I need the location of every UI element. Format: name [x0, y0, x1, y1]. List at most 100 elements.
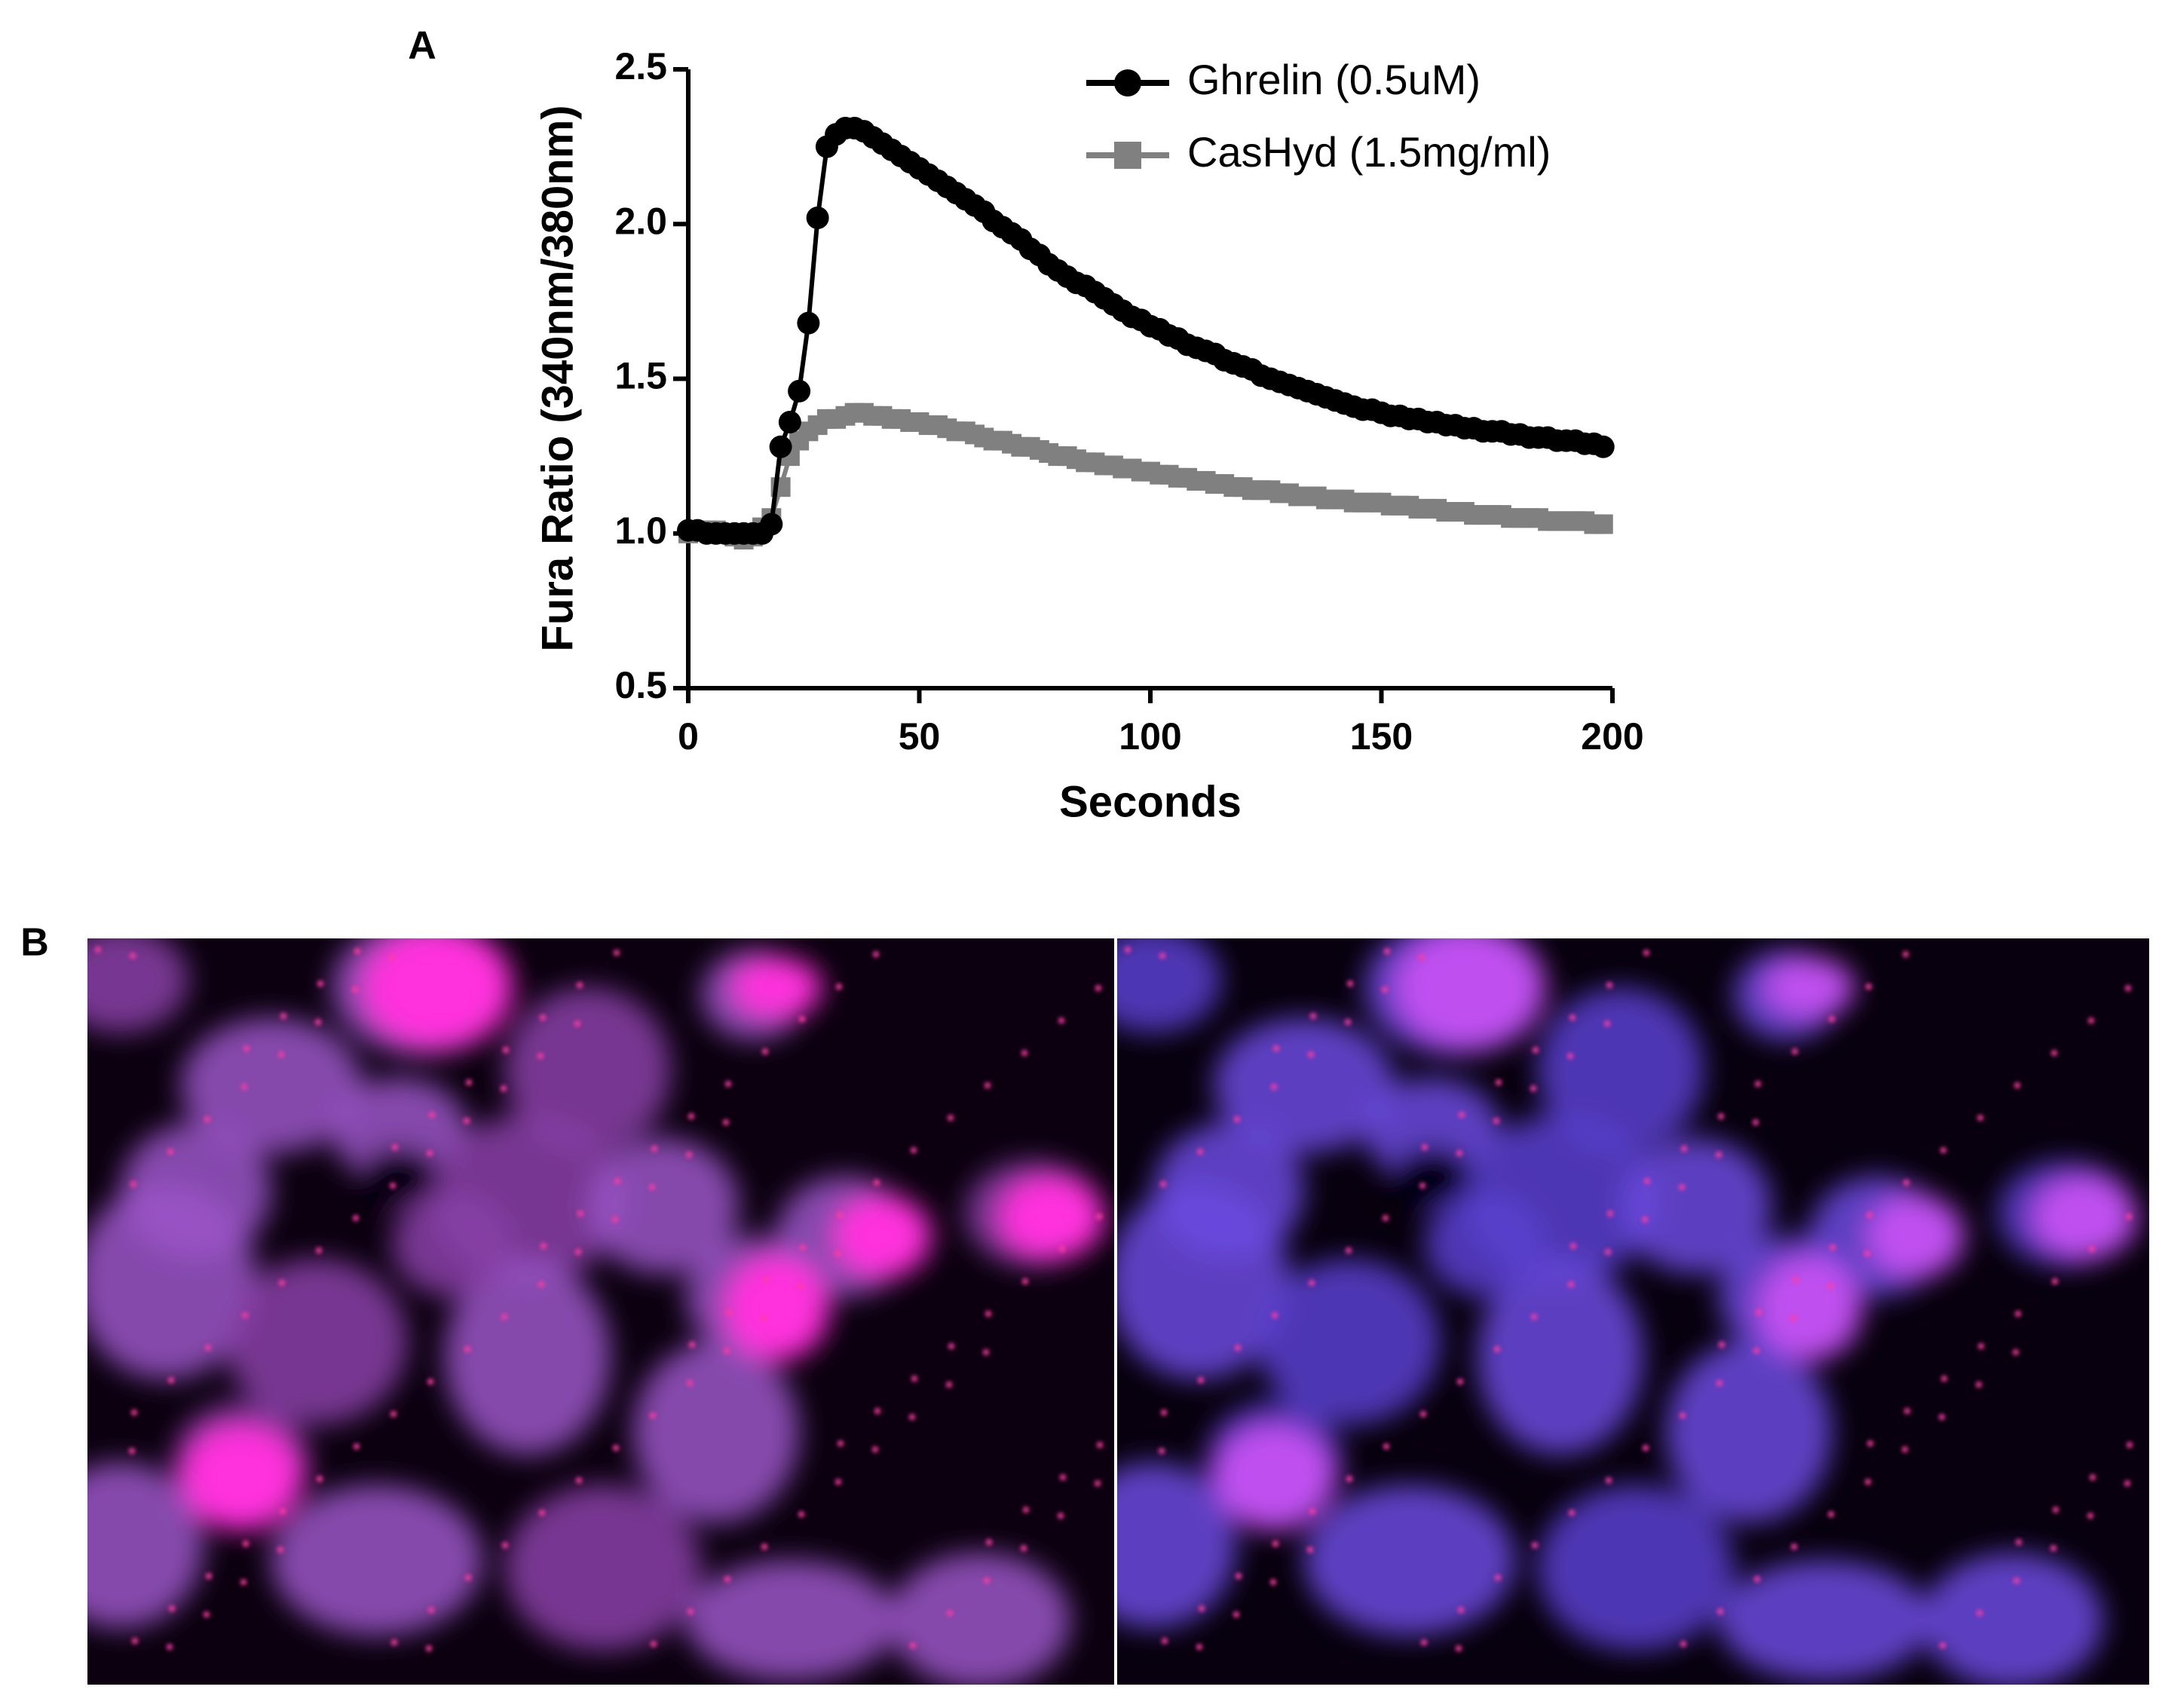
cell — [1214, 1018, 1395, 1153]
speck — [1233, 1612, 1239, 1618]
void — [1391, 1146, 1474, 1206]
speck — [1197, 1149, 1203, 1155]
speck — [689, 1342, 695, 1348]
cell — [505, 987, 671, 1153]
speck — [352, 987, 358, 993]
speck — [1346, 1247, 1352, 1253]
speck — [280, 1013, 286, 1019]
cell — [1866, 1195, 1964, 1278]
speck — [651, 1641, 657, 1647]
speck — [95, 947, 101, 953]
speck — [1864, 1250, 1870, 1257]
speck — [1753, 1348, 1759, 1354]
speck — [1604, 1021, 1610, 1027]
speck — [464, 1346, 470, 1352]
speck — [2013, 1578, 2020, 1584]
speck — [1754, 1576, 1760, 1582]
cell — [362, 938, 513, 1048]
cell — [1756, 1255, 1862, 1361]
speck — [169, 1605, 175, 1612]
speck — [427, 1150, 433, 1156]
speck — [204, 1116, 210, 1122]
cell — [332, 1078, 467, 1183]
cell — [1259, 1259, 1440, 1425]
x-tick-label: 150 — [1350, 715, 1413, 758]
marker — [778, 410, 801, 433]
speck — [539, 1510, 545, 1516]
speck — [688, 1113, 694, 1119]
speck — [948, 1115, 954, 1121]
speck — [427, 1379, 433, 1385]
speck — [577, 982, 583, 988]
speck — [1097, 1442, 1103, 1448]
speck — [1383, 1215, 1389, 1221]
cell — [1621, 1138, 1772, 1274]
cell — [1425, 1191, 1545, 1296]
speck — [1605, 1249, 1611, 1255]
speck — [1456, 1150, 1462, 1156]
speck — [1457, 1379, 1463, 1385]
marker — [1591, 435, 1615, 458]
cell — [1666, 1342, 1832, 1523]
marker — [1114, 69, 1141, 96]
speck — [1827, 1283, 1833, 1289]
speck — [1271, 1084, 1277, 1090]
speck — [1422, 1144, 1428, 1150]
speck — [1419, 954, 1425, 960]
speck — [1495, 1575, 1501, 1581]
speck — [2090, 1474, 2096, 1480]
speck — [985, 1311, 991, 1317]
speck — [132, 1638, 138, 1644]
speck — [834, 1250, 841, 1257]
speck — [1160, 1181, 1166, 1187]
speck — [1940, 1642, 1946, 1648]
speck — [1940, 1147, 1946, 1153]
speck — [1060, 1474, 1066, 1480]
speck — [651, 1146, 657, 1152]
speck — [1125, 947, 1131, 953]
speck — [614, 1178, 620, 1184]
speck — [835, 1479, 841, 1485]
speck — [911, 1147, 917, 1153]
speck — [316, 1247, 322, 1253]
speck — [1420, 1411, 1426, 1417]
speck — [1384, 948, 1390, 954]
cell — [724, 1255, 829, 1361]
speck — [575, 1249, 581, 1255]
speck — [650, 1413, 656, 1419]
cell — [588, 1138, 739, 1274]
cell — [686, 1560, 897, 1681]
speck — [761, 1544, 767, 1550]
cell — [1214, 1425, 1334, 1530]
speck — [130, 953, 136, 959]
speck — [317, 1476, 323, 1482]
speck — [1643, 950, 1649, 956]
cell — [1117, 938, 1221, 1033]
speck — [872, 1446, 878, 1452]
speck — [1236, 1573, 1242, 1579]
y-tick-label: 1.5 — [614, 355, 667, 397]
speck — [1456, 1645, 1462, 1651]
speck — [502, 1542, 508, 1548]
speck — [1058, 1513, 1064, 1519]
cell — [1922, 1553, 2103, 1685]
speck — [724, 1576, 730, 1582]
x-tick-label: 0 — [678, 715, 699, 758]
speck — [429, 1112, 435, 1118]
speck — [2051, 1050, 2057, 1056]
speck — [466, 1079, 472, 1085]
speck — [1867, 1440, 1873, 1446]
speck — [1941, 1376, 1947, 1382]
speck — [1307, 1547, 1313, 1553]
speck — [1382, 987, 1388, 993]
speck — [1681, 1146, 1687, 1152]
speck — [167, 1644, 173, 1650]
speck — [800, 1244, 806, 1250]
speck — [392, 1144, 398, 1150]
speck — [391, 1639, 397, 1645]
y-tick-label: 2.0 — [614, 200, 667, 242]
speck — [946, 1382, 952, 1388]
speck — [985, 1082, 991, 1088]
cell — [226, 1259, 407, 1425]
